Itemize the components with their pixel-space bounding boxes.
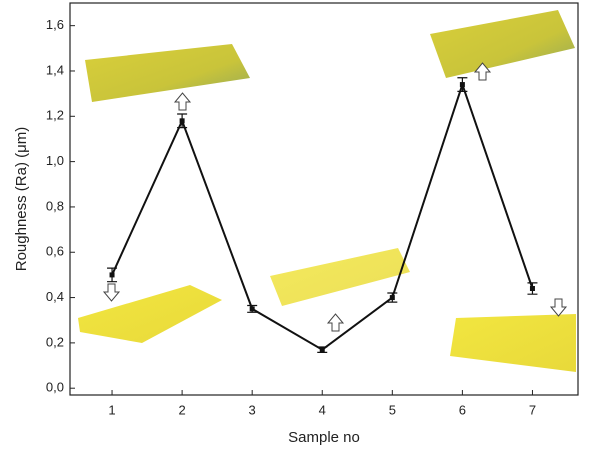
x-axis-label: Sample no	[288, 429, 360, 446]
y-tick-label: 0,6	[46, 244, 64, 259]
data-point	[179, 118, 185, 124]
y-tick-label: 0,4	[46, 289, 64, 304]
y-axis-label: Roughness (Ra) (μm)	[13, 127, 30, 272]
y-tick-label: 1,4	[46, 62, 64, 77]
surface-image	[270, 248, 410, 306]
surface-image	[85, 44, 250, 102]
data-point	[249, 306, 255, 312]
arrow	[102, 283, 121, 302]
data-point	[389, 295, 395, 301]
arrows	[102, 62, 568, 332]
data-point	[109, 272, 115, 278]
data-point	[529, 286, 535, 292]
x-tick-label: 2	[178, 402, 185, 417]
surface-image	[450, 314, 576, 372]
y-tick-label: 1,2	[46, 108, 64, 123]
data-point	[319, 347, 325, 353]
y-tick-label: 1,6	[46, 17, 64, 32]
y-tick-label: 0,8	[46, 198, 64, 213]
x-tick-label: 7	[529, 402, 536, 417]
data-point	[459, 82, 465, 88]
x-tick-label: 3	[249, 402, 256, 417]
y-tick-label: 1,0	[46, 153, 64, 168]
arrow	[326, 313, 345, 332]
surface-image	[430, 10, 575, 78]
plot-frame	[69, 2, 579, 396]
x-tick-label: 6	[459, 402, 466, 417]
arrow	[473, 62, 492, 81]
arrow	[549, 298, 568, 317]
arrow	[173, 92, 192, 111]
y-tick-label: 0,0	[46, 380, 64, 395]
surface-images	[78, 10, 576, 372]
x-tick-label: 5	[389, 402, 396, 417]
y-tick-label: 0,2	[46, 334, 64, 349]
x-tick-label: 4	[319, 402, 326, 417]
x-tick-label: 1	[108, 402, 115, 417]
surface-image	[78, 285, 222, 343]
